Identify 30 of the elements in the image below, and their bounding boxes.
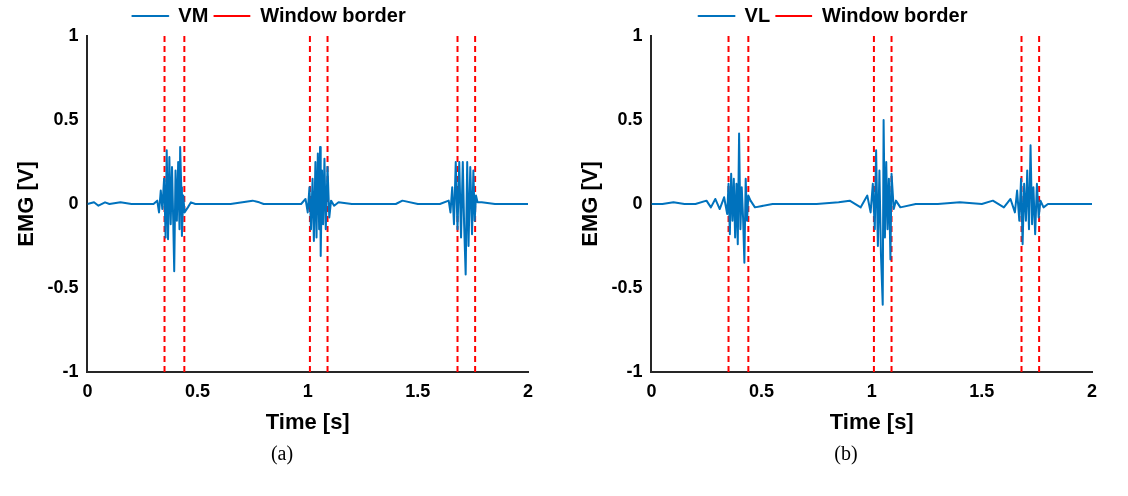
legend-label: VL [744,3,771,26]
y-tick-label: 0 [632,192,643,213]
x-tick-label: 0 [646,380,657,401]
x-tick-label: 0.5 [749,380,775,401]
x-tick-label: 2 [522,380,534,401]
x-tick-label: 2 [1086,380,1098,401]
legend-label: Window border [822,3,968,26]
x-axis-title: Time [s] [265,408,350,434]
x-tick-label: 0.5 [185,380,211,401]
y-tick-label: 1 [68,24,79,45]
text: (b) [833,442,859,465]
y-tick-label: 0 [68,192,79,213]
y-tick-label: 0.5 [617,108,643,129]
legend-label: VM [178,3,209,26]
y-axis-title: EMG [V] [13,161,39,247]
y-tick-label: -1 [626,360,643,381]
y-tick-label: -0.5 [611,276,643,297]
y-tick-label: 0.5 [53,108,79,129]
x-tick-label: 0 [82,380,93,401]
x-tick-label: 1.5 [405,380,431,401]
x-tick-label: 1 [302,380,313,401]
y-tick-label: 1 [632,24,643,45]
legend-label: Window border [260,3,406,26]
x-axis-title: Time [s] [829,408,914,434]
y-tick-label: -0.5 [47,276,79,297]
x-tick-label: 1 [866,380,877,401]
text: (a) [269,442,295,465]
x-tick-label: 1.5 [969,380,995,401]
y-tick-label: -1 [62,360,79,381]
y-axis-title: EMG [V] [577,161,603,247]
